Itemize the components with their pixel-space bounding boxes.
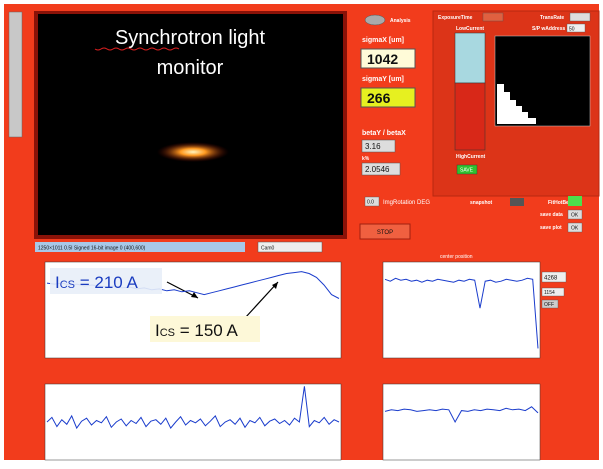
k-label: k% [362, 156, 370, 162]
k-value: 2.0546 [365, 165, 390, 174]
rotation-label: ImgRotation DEG [383, 200, 430, 206]
annotation-arrow [244, 281, 279, 319]
sigma-x-label: sigmaX [um] [362, 37, 404, 44]
address-label: S/P wAddress [532, 26, 565, 32]
address-input[interactable] [566, 23, 586, 33]
save-plot-button[interactable] [567, 222, 583, 233]
save-plot-ok: OK [571, 226, 579, 232]
annotation-box [150, 316, 260, 342]
camera-select-text: Cam0 [261, 246, 275, 252]
stop-button[interactable] [359, 223, 411, 240]
address-value: 50 [569, 27, 575, 33]
analysis-label: Analysis [390, 18, 411, 24]
rotation-input[interactable] [364, 196, 380, 207]
annotation-box [50, 268, 162, 294]
center-value1: 4268 [544, 276, 558, 282]
sigma-y-label: sigmaY [um] [362, 76, 404, 83]
sigma-y-value: 266 [367, 90, 391, 106]
save-data-ok: OK [571, 213, 579, 219]
center-switch-label: OFF [544, 302, 554, 308]
fit-label: FitHotBeam [548, 200, 577, 206]
beta-value: 3.16 [365, 142, 381, 151]
trace [384, 277, 539, 349]
low-current-label: LowCurrent [456, 26, 484, 32]
annotation: ICS = 150 A [155, 321, 239, 340]
annotation: ICS = 210 A [55, 273, 139, 292]
image-title: monitor [157, 57, 224, 79]
image-title: Synchrotron light [115, 27, 266, 49]
plot-area [382, 383, 541, 461]
save-button[interactable] [456, 164, 478, 175]
trace [384, 406, 539, 424]
fit-button[interactable] [568, 196, 582, 206]
center-switch[interactable] [541, 299, 559, 309]
annotation-arrowhead [191, 292, 198, 298]
save-data-label: save data [540, 212, 563, 218]
center-title: center position [440, 254, 473, 260]
beam-spot [157, 142, 229, 162]
image-info [35, 242, 245, 252]
sigma-y-box [360, 87, 416, 108]
plot-area [382, 261, 541, 359]
histogram-fill [497, 84, 536, 124]
spell-underline [94, 47, 180, 51]
gauge-top [454, 32, 486, 84]
center-value-box [541, 271, 567, 283]
exposure-input[interactable] [482, 12, 504, 22]
stop-label: STOP [377, 230, 393, 236]
save-plot-label: save plot [540, 225, 562, 231]
image-info-text: 1250×1011 0.5I Signed 16-bit image 0 (40… [38, 246, 146, 252]
exposure-label: ExposureTime [438, 15, 473, 21]
save-data-button[interactable] [567, 209, 583, 220]
gauge-bottom [454, 82, 486, 151]
high-current-label: HighCurrent [456, 154, 486, 160]
beta-label: betaY / betaX [362, 130, 406, 137]
trace [46, 386, 340, 430]
trans-rate-input[interactable] [569, 12, 591, 22]
toolbar[interactable] [8, 11, 23, 138]
rotation-value: 0.0 [367, 200, 374, 206]
sigma-x-value: 1042 [367, 51, 398, 67]
center-value2: 1154 [544, 290, 555, 296]
analysis-button[interactable] [364, 14, 386, 26]
k-box [361, 162, 401, 176]
snapshot-button[interactable] [510, 198, 524, 206]
trans-rate-label: TransRate [540, 15, 564, 21]
beta-box [361, 139, 396, 153]
snapshot-label: snapshot [470, 200, 493, 206]
save-label: SAVE [460, 168, 474, 174]
camera-select[interactable] [257, 241, 323, 253]
annotation-arrowhead [272, 282, 278, 289]
sigma-x-box [360, 48, 416, 69]
center-value-box [541, 287, 565, 297]
image-view [38, 14, 343, 235]
